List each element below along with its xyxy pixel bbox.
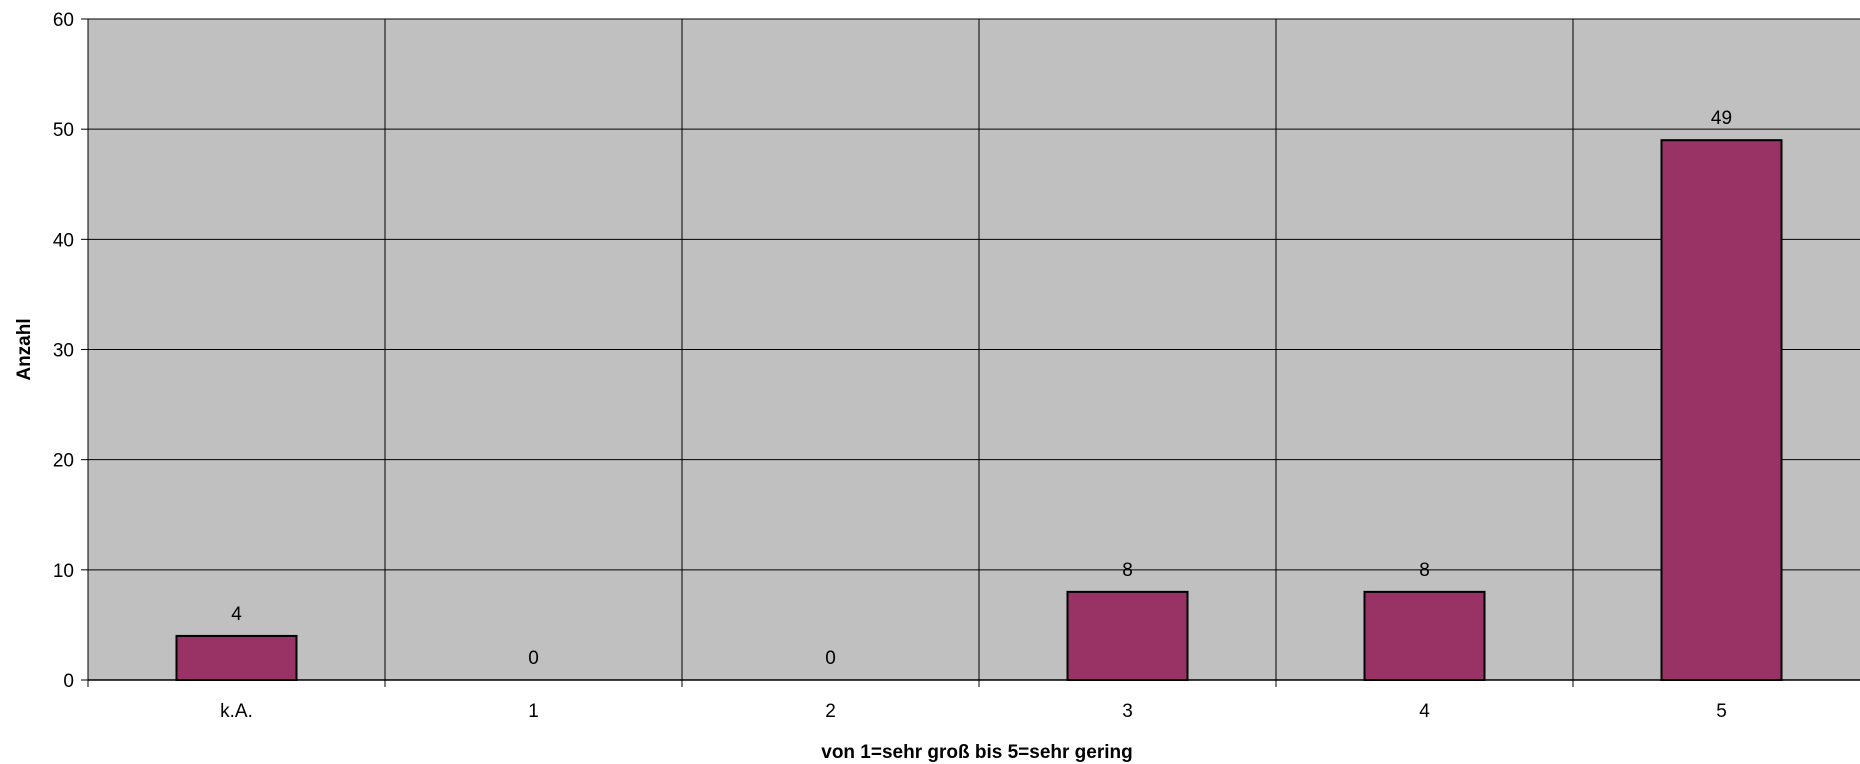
y-tick-label: 20 [53,451,74,472]
data-label-2: 0 [825,648,836,669]
x-tick-label: k.A. [220,701,253,722]
data-label-k.A.: 4 [231,604,242,625]
x-axis-title: von 1=sehr groß bis 5=sehr gering [821,742,1133,763]
axes [81,18,1860,687]
y-tick-label: 40 [53,230,74,251]
bar-5 [1660,139,1783,681]
y-tick-label: 50 [53,120,74,141]
x-tick-label: 1 [528,701,539,722]
bars [175,139,1783,682]
data-label-1: 0 [528,648,539,669]
bar-k.A. [175,634,298,682]
data-label-4: 8 [1419,560,1430,581]
data-label-3: 8 [1122,560,1133,581]
y-tick-label: 0 [63,671,74,692]
bar-4 [1363,590,1486,681]
data-label-5: 49 [1711,108,1732,129]
y-axis-title: Anzahl [14,318,35,380]
data-labels: 4 0 0 8 8 49 [231,108,1732,669]
bar-3 [1066,590,1189,681]
y-tick-labels: 0 10 20 30 40 50 60 [53,10,74,692]
x-tick-label: 2 [825,701,836,722]
gridlines [88,18,1860,681]
y-tick-label: 30 [53,341,74,362]
x-tick-label: 4 [1419,701,1430,722]
x-tick-label: 3 [1122,701,1133,722]
y-tick-label: 10 [53,561,74,582]
x-tick-label: 5 [1716,701,1727,722]
y-tick-label: 60 [53,10,74,31]
x-tick-labels: k.A. 1 2 3 4 5 [220,701,1727,722]
